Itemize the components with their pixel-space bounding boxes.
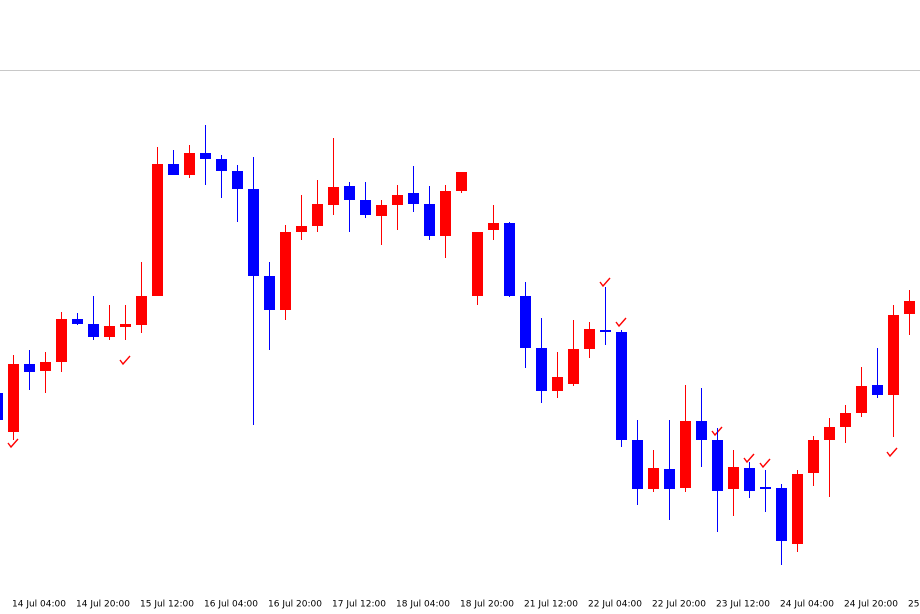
x-tick-label: 24 Jul 20:00	[844, 600, 898, 610]
candle-body	[344, 186, 355, 200]
candle-body	[744, 468, 755, 491]
candle-body	[520, 296, 531, 348]
candle-body	[792, 474, 803, 544]
candle-body	[808, 440, 819, 473]
check-mark	[599, 277, 611, 288]
candle-body	[712, 440, 723, 491]
candle-body	[888, 315, 899, 395]
x-tick-label: 21 Jul 12:00	[524, 600, 578, 610]
x-tick-label: 17 Jul 12:00	[332, 600, 386, 610]
candle-body	[392, 195, 403, 205]
candle-body	[8, 364, 19, 432]
candle-body	[760, 487, 771, 489]
candle-body	[840, 413, 851, 427]
candle-body	[456, 172, 467, 191]
check-mark	[743, 453, 755, 464]
candle-body	[904, 301, 915, 314]
candle-body	[232, 171, 243, 189]
candle-body	[424, 204, 435, 236]
candle-body	[408, 193, 419, 204]
candle-body	[680, 421, 691, 488]
candle-body	[152, 164, 163, 296]
candle-body	[776, 488, 787, 541]
candle-body	[728, 467, 739, 489]
check-mark	[119, 355, 131, 366]
x-tick-label: 25	[908, 600, 919, 610]
x-tick-label: 22 Jul 20:00	[652, 600, 706, 610]
candle-body	[296, 226, 307, 232]
candle-body	[120, 324, 131, 327]
candle-body	[440, 191, 451, 236]
candle-body	[360, 200, 371, 215]
check-mark	[7, 438, 19, 449]
candle-body	[584, 329, 595, 349]
candle-body	[200, 153, 211, 159]
candle-body	[872, 385, 883, 395]
signal-marks	[7, 277, 898, 469]
candle-body	[824, 427, 835, 440]
candle-body	[568, 349, 579, 384]
x-tick-label: 23 Jul 12:00	[716, 600, 770, 610]
candle-body	[632, 440, 643, 489]
candle-body	[312, 204, 323, 226]
candle-body	[168, 164, 179, 175]
x-tick-label: 18 Jul 20:00	[460, 600, 514, 610]
candle-body	[696, 421, 707, 440]
candle-body	[552, 377, 563, 391]
candle-body	[104, 326, 115, 337]
candle-body	[0, 393, 3, 420]
candle-body	[488, 223, 499, 230]
x-tick-label: 14 Jul 04:00	[12, 600, 66, 610]
candle-body	[536, 348, 547, 391]
candle-body	[472, 232, 483, 296]
candle-body	[72, 319, 83, 324]
candle-body	[856, 386, 867, 413]
candle-body	[664, 469, 675, 489]
candle-body	[280, 232, 291, 310]
x-tick-label: 16 Jul 04:00	[204, 600, 258, 610]
x-tick-label: 15 Jul 12:00	[140, 600, 194, 610]
check-mark	[711, 426, 723, 437]
candle-body	[248, 189, 259, 276]
candle-body	[56, 319, 67, 362]
candle-body	[616, 332, 627, 440]
candle-body	[184, 153, 195, 175]
x-tick-label: 16 Jul 20:00	[268, 600, 322, 610]
candle-body	[648, 468, 659, 489]
x-tick-label: 18 Jul 04:00	[396, 600, 450, 610]
candle-body	[328, 187, 339, 205]
candle-body	[88, 324, 99, 337]
candle-body	[376, 205, 387, 216]
candle-body	[600, 330, 611, 332]
check-mark	[615, 317, 627, 328]
candle-body	[216, 159, 227, 171]
x-tick-label: 22 Jul 04:00	[588, 600, 642, 610]
check-mark	[759, 458, 771, 469]
candle-body	[264, 276, 275, 310]
candle-body	[504, 223, 515, 296]
check-mark	[886, 447, 898, 458]
x-tick-label: 24 Jul 04:00	[780, 600, 834, 610]
candle-body	[136, 296, 147, 325]
candle-body	[24, 364, 35, 372]
candle-body	[40, 362, 51, 371]
x-tick-label: 14 Jul 20:00	[76, 600, 130, 610]
